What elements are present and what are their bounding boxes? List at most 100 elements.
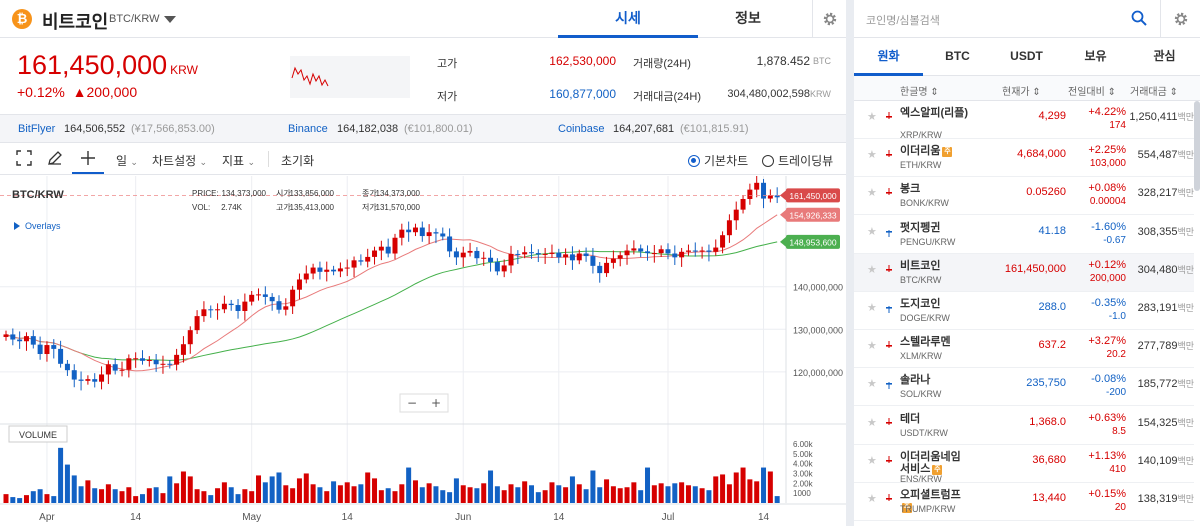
volume-bar xyxy=(99,489,105,503)
expand-triangle-icon[interactable] xyxy=(14,222,20,230)
volume-bar xyxy=(358,484,364,503)
list-item[interactable]: ★ 도지코인 DOGE/KRW 288.0 -0.35% -1.0 283,191백만 xyxy=(854,292,1194,330)
candle xyxy=(726,220,732,236)
candle xyxy=(58,348,64,364)
pencil-icon[interactable] xyxy=(47,150,63,166)
indicators-select[interactable]: 지표 ⌄ xyxy=(222,154,255,168)
star-icon[interactable]: ★ xyxy=(867,225,877,238)
volume-bar xyxy=(242,489,248,503)
x-tick-label: Jun xyxy=(455,512,471,523)
coin-price: 4,684,000 xyxy=(1017,148,1066,161)
candle xyxy=(406,229,412,233)
zoom-out-button[interactable]: − xyxy=(407,396,417,410)
star-icon[interactable]: ★ xyxy=(867,454,877,467)
volume-bar xyxy=(726,484,732,503)
volume-bar xyxy=(569,476,575,503)
coin-volume: 554,487백만 xyxy=(1137,149,1194,162)
list-item[interactable]: ★ 이더리움네임서비스 주 ENS/KRW 36,680 +1.13% 410 140,109… xyxy=(854,445,1194,484)
gear-icon xyxy=(1174,12,1188,26)
volume-bar xyxy=(269,476,275,503)
price-summary: 161,450,000 KRW +0.12% ▲200,000 고가 162,53… xyxy=(0,38,846,115)
search-icon[interactable] xyxy=(1131,10,1147,26)
trend-up-icon xyxy=(886,494,892,501)
tab-btc[interactable]: BTC xyxy=(945,49,970,63)
col-volume[interactable]: 거래대금 ⇕ xyxy=(1130,87,1178,98)
volume-bar xyxy=(317,487,323,503)
candle xyxy=(658,249,664,254)
chart-settings-select[interactable]: 차트설정 ⌄ xyxy=(152,154,208,168)
readout-value: 131,570,000 xyxy=(376,203,421,212)
coin-change-abs: 174 xyxy=(1109,120,1126,131)
volume-bar xyxy=(426,483,432,503)
last-price-tag-bg xyxy=(786,188,840,203)
coin-change-abs: -200 xyxy=(1105,387,1126,399)
coin-pair: BTC/KRW xyxy=(109,13,160,25)
overlays-toggle[interactable]: Overlays xyxy=(25,221,61,231)
star-icon[interactable]: ★ xyxy=(867,340,877,353)
list-item[interactable]: ★ 스텔라루멘 XLM/KRW 637.2 +3.27% 20.2 277,789백만 xyxy=(854,330,1194,369)
coin-name[interactable]: 비트코인 xyxy=(42,12,109,32)
star-icon[interactable]: ★ xyxy=(867,111,877,123)
volume-value: 1,878.452 xyxy=(756,54,810,68)
caution-badge: 주 xyxy=(942,147,953,158)
volume-bar xyxy=(720,474,726,503)
volume-bar xyxy=(119,491,125,503)
zoom-in-button[interactable]: + xyxy=(431,396,441,410)
star-icon[interactable]: ★ xyxy=(867,187,877,200)
star-icon[interactable]: ★ xyxy=(867,263,877,276)
star-icon[interactable]: ★ xyxy=(867,493,877,505)
chevron-down-icon[interactable] xyxy=(164,16,176,23)
fullscreen-icon[interactable] xyxy=(16,150,32,166)
search-input[interactable]: 코인명/심볼검색 xyxy=(866,15,940,27)
star-icon[interactable]: ★ xyxy=(867,416,877,429)
market-settings-button[interactable] xyxy=(1160,0,1200,38)
readout-label: VOL: xyxy=(192,203,210,212)
list-item[interactable]: ★ 오피셜트럼프주 TRUMP/KRW 13,440 +0.15% 20 138,319백만 xyxy=(854,483,1194,521)
candle xyxy=(754,182,760,190)
list-item[interactable]: ★ 엑스알피(리플) XRP/KRW 4,299 +4.22% 174 1,250,411백… xyxy=(854,101,1194,140)
col-name[interactable]: 한글명 ⇕ xyxy=(900,87,939,98)
crosshair-button[interactable] xyxy=(72,143,104,174)
tab-krw[interactable]: 원화 xyxy=(854,38,923,76)
list-item[interactable]: ★ 테더 USDT/KRW 1,368.0 +0.63% 8.5 154,325백만 xyxy=(854,407,1194,445)
candle xyxy=(119,369,125,371)
exchange-name: BitFlyer xyxy=(18,123,56,135)
candlestick-chart[interactable]: 140,000,000 130,000,000 120,000,000 6.00k5.… xyxy=(0,176,846,526)
candle xyxy=(30,336,36,345)
list-item[interactable]: ★ 봉크 BONK/KRW 0.05260 +0.08% 0.00004 328,217백만 xyxy=(854,177,1194,216)
candle xyxy=(679,251,685,258)
star-icon[interactable]: ★ xyxy=(867,378,877,391)
star-icon[interactable]: ★ xyxy=(867,302,877,314)
col-price[interactable]: 현재가 ⇕ xyxy=(1002,87,1041,98)
coin-change-pct: +0.63% xyxy=(1088,411,1126,424)
list-item[interactable]: ★ 펏지펭귄 PENGU/KRW 41.18 -1.60% -0.67 308,355백만 xyxy=(854,216,1194,254)
list-item[interactable]: ★ 비트코인 BTC/KRW 161,450,000 +0.12% 200,000 304,… xyxy=(854,253,1194,292)
candle xyxy=(440,233,446,237)
tab-quote[interactable]: 시세 xyxy=(558,0,698,38)
ma-short-tag-bg xyxy=(786,207,840,222)
tab-usdt[interactable]: USDT xyxy=(1010,49,1043,63)
reset-button[interactable]: 초기화 xyxy=(281,154,315,168)
candle xyxy=(645,251,651,254)
settings-button[interactable] xyxy=(812,0,846,38)
list-item[interactable]: ★ 솔라나 SOL/KRW 235,750 -0.08% -200 185,772백만 xyxy=(854,368,1194,407)
col-change[interactable]: 전일대비 ⇕ xyxy=(1068,87,1116,98)
star-icon[interactable]: ★ xyxy=(867,149,877,162)
price-change: +0.12% ▲200,000 xyxy=(17,84,138,100)
x-tick-label: 14 xyxy=(553,512,565,523)
scrollbar[interactable] xyxy=(1194,101,1200,191)
chevron-down-icon: ⌄ xyxy=(199,157,208,167)
tab-favorites[interactable]: 관심 xyxy=(1153,49,1176,63)
tab-info[interactable]: 정보 xyxy=(735,10,761,26)
basic-chart-radio[interactable]: 기본차트 xyxy=(688,152,748,169)
coin-change-abs: -1.0 xyxy=(1108,311,1126,322)
interval-select[interactable]: 일 ⌄ xyxy=(116,154,138,168)
volume-bar xyxy=(23,495,29,503)
radio-icon xyxy=(688,155,700,167)
tradingview-radio[interactable]: 트레이딩뷰 xyxy=(762,152,833,169)
tab-holdings[interactable]: 보유 xyxy=(1084,49,1107,63)
candle xyxy=(774,195,780,198)
candle xyxy=(358,260,364,262)
candle xyxy=(576,253,582,261)
list-item[interactable]: ★ 이더리움 주 ETH/KRW 4,684,000 +2.25% 103,000 554,4… xyxy=(854,139,1194,178)
